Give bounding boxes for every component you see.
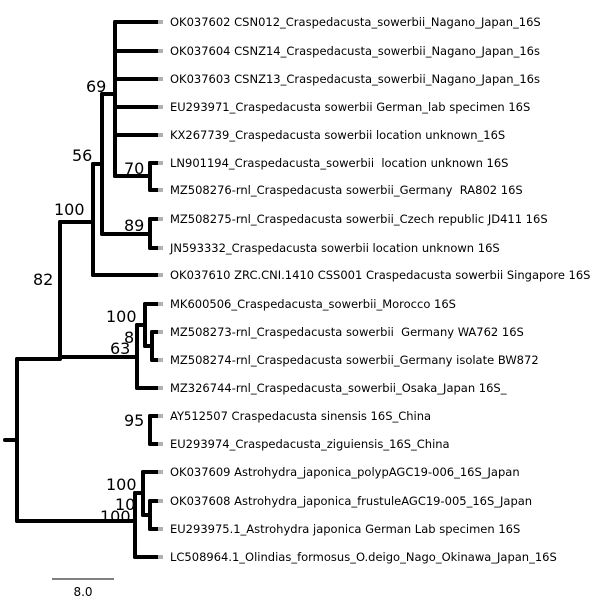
leaf-label: MZ508275-rnl_Craspedacusta sowerbii_Czec… — [170, 212, 548, 226]
tree-branches — [3, 20, 160, 559]
leaf-tick — [158, 133, 163, 137]
support-label: 95 — [124, 411, 144, 430]
leaf-label: JN593332_Craspedacusta sowerbii location… — [169, 241, 500, 255]
leaf-tick — [158, 161, 163, 165]
leaf-label: MZ508274-rnl_Craspedacusta sowerbii_Germ… — [170, 353, 539, 367]
leaf-tick — [158, 555, 163, 559]
leaf-tick — [158, 470, 163, 474]
leaf-label: KX267739_Craspedacusta sowerbii location… — [170, 128, 505, 142]
support-label: 100 — [106, 307, 137, 326]
leaf-label: EU293975.1_Astrohydra japonica German La… — [170, 522, 520, 536]
leaf-label: AY512507 Craspedacusta sinensis 16S_Chin… — [170, 409, 431, 423]
leaf-tick — [158, 188, 163, 192]
leaf-label: MZ508273-rnl_Craspedacusta sowerbii Germ… — [170, 325, 524, 339]
scale-bar: 8.0 — [52, 578, 114, 599]
leaf-ticks — [158, 20, 163, 559]
leaf-label: LN901194_Craspedacusta_sowerbii location… — [170, 156, 508, 170]
leaf-label: OK037608 Astrohydra_japonica_frustuleAGC… — [170, 494, 532, 508]
leaf-labels: OK037602 CSN012_Craspedacusta_sowerbii_N… — [169, 15, 591, 564]
leaf-tick — [158, 20, 163, 24]
leaf-label: EU293974_Craspedacusta_ziguiensis_16S_Ch… — [170, 437, 450, 451]
leaf-tick — [158, 442, 163, 446]
leaf-label: MZ508276-rnl_Craspedacusta sowerbii_Germ… — [170, 183, 523, 197]
support-label: 100 — [54, 200, 85, 219]
leaf-tick — [158, 273, 163, 277]
support-label: 69 — [86, 77, 106, 96]
scale-bar-label: 8.0 — [73, 585, 92, 599]
leaf-label: LC508964.1_Olindias_formosus_O.deigo_Nag… — [170, 550, 557, 564]
leaf-tick — [158, 386, 163, 390]
leaf-tick — [158, 49, 163, 53]
leaf-label: OK037610 ZRC.CNI.1410 CSS001 Craspedacus… — [170, 268, 591, 282]
leaf-tick — [158, 330, 163, 334]
leaf-label: MK600506_Craspedacusta_sowerbii_Morocco … — [170, 297, 456, 311]
leaf-tick — [158, 217, 163, 221]
leaf-label: OK037603 CSNZ13_Craspedacusta_sowerbii_N… — [170, 72, 540, 86]
leaf-label: MZ326744-rnl_Craspedacusta_sowerbii_Osak… — [170, 381, 507, 395]
support-label: 100 — [106, 475, 137, 494]
leaf-label: OK037602 CSN012_Craspedacusta_sowerbii_N… — [170, 15, 541, 29]
leaf-tick — [158, 527, 163, 531]
support-label: 8 — [124, 328, 134, 347]
leaf-label: OK037604 CSNZ14_Craspedacusta_sowerbii_N… — [170, 44, 540, 58]
support-label: 10 — [115, 495, 135, 514]
support-label: 70 — [124, 159, 144, 178]
leaf-tick — [158, 105, 163, 109]
leaf-label: EU293971_Craspedacusta sowerbii German_l… — [170, 100, 530, 114]
leaf-tick — [158, 499, 163, 503]
support-labels: 69 56 70 100 89 82 100 8 63 95 100 10 10… — [33, 77, 144, 526]
support-label: 63 — [110, 339, 130, 358]
leaf-tick — [158, 246, 163, 250]
leaf-tick — [158, 414, 163, 418]
support-label: 82 — [33, 270, 53, 289]
leaf-label: OK037609 Astrohydra_japonica_polypAGC19-… — [170, 465, 520, 479]
leaf-tick — [158, 77, 163, 81]
support-label: 89 — [124, 216, 144, 235]
leaf-tick — [158, 302, 163, 306]
support-label: 100 — [100, 507, 131, 526]
leaf-tick — [158, 358, 163, 362]
support-label: 56 — [72, 146, 92, 165]
